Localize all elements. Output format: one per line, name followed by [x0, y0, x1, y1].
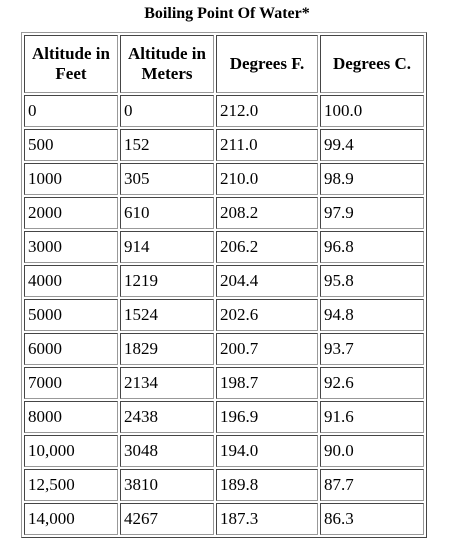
table-cell: 196.9	[216, 401, 318, 433]
table-row: 10,000 3048 194.0 90.0	[24, 435, 424, 467]
table-cell: 1219	[120, 265, 214, 297]
table-row: 1000 305 210.0 98.9	[24, 163, 424, 195]
table-cell: 212.0	[216, 95, 318, 127]
table-cell: 97.9	[320, 197, 424, 229]
table-cell: 210.0	[216, 163, 318, 195]
header-cell: Degrees F.	[216, 35, 318, 93]
table-cell: 198.7	[216, 367, 318, 399]
table-cell: 187.3	[216, 503, 318, 535]
table-body: 0 0 212.0 100.0 500 152 211.0 99.4 1000 305 210.0 9…	[24, 95, 424, 535]
table-cell: 10,000	[24, 435, 118, 467]
table-cell: 3048	[120, 435, 214, 467]
table-row: 0 0 212.0 100.0	[24, 95, 424, 127]
table-cell: 2438	[120, 401, 214, 433]
table-cell: 1829	[120, 333, 214, 365]
table-cell: 1000	[24, 163, 118, 195]
table: Altitude in Feet Altitude in Meters Degree…	[21, 32, 427, 538]
table-cell: 90.0	[320, 435, 424, 467]
table-row: 5000 1524 202.6 94.8	[24, 299, 424, 331]
table-cell: 194.0	[216, 435, 318, 467]
table-row: 500 152 211.0 99.4	[24, 129, 424, 161]
table-cell: 0	[120, 95, 214, 127]
table-cell: 2134	[120, 367, 214, 399]
header-cell: Altitude in Meters	[120, 35, 214, 93]
table-cell: 5000	[24, 299, 118, 331]
table-cell: 3000	[24, 231, 118, 263]
table-cell: 7000	[24, 367, 118, 399]
header-cell: Degrees C.	[320, 35, 424, 93]
table-cell: 92.6	[320, 367, 424, 399]
header-row: Altitude in Feet Altitude in Meters Degree…	[24, 35, 424, 93]
table-cell: 91.6	[320, 401, 424, 433]
table-cell: 206.2	[216, 231, 318, 263]
table-cell: 204.4	[216, 265, 318, 297]
table-cell: 0	[24, 95, 118, 127]
table-cell: 152	[120, 129, 214, 161]
table-cell: 500	[24, 129, 118, 161]
table-cell: 12,500	[24, 469, 118, 501]
table-cell: 200.7	[216, 333, 318, 365]
table-cell: 305	[120, 163, 214, 195]
table-row: 4000 1219 204.4 95.8	[24, 265, 424, 297]
table-row: 14,000 4267 187.3 86.3	[24, 503, 424, 535]
table-cell: 100.0	[320, 95, 424, 127]
table-cell: 610	[120, 197, 214, 229]
table-row: 6000 1829 200.7 93.7	[24, 333, 424, 365]
table-cell: 211.0	[216, 129, 318, 161]
table-cell: 87.7	[320, 469, 424, 501]
table-cell: 189.8	[216, 469, 318, 501]
table-cell: 4267	[120, 503, 214, 535]
table-cell: 8000	[24, 401, 118, 433]
header-cell: Altitude in Feet	[24, 35, 118, 93]
table-cell: 99.4	[320, 129, 424, 161]
table-cell: 94.8	[320, 299, 424, 331]
table-title: Boiling Point Of Water*	[144, 5, 310, 22]
table-cell: 14,000	[24, 503, 118, 535]
table-cell: 96.8	[320, 231, 424, 263]
table-cell: 6000	[24, 333, 118, 365]
table-cell: 98.9	[320, 163, 424, 195]
table-cell: 202.6	[216, 299, 318, 331]
table-row: 2000 610 208.2 97.9	[24, 197, 424, 229]
table-cell: 3810	[120, 469, 214, 501]
table-cell: 86.3	[320, 503, 424, 535]
table-row: 8000 2438 196.9 91.6	[24, 401, 424, 433]
table-cell: 4000	[24, 265, 118, 297]
table-row: 7000 2134 198.7 92.6	[24, 367, 424, 399]
table-cell: 1524	[120, 299, 214, 331]
table-cell: 95.8	[320, 265, 424, 297]
table-cell: 208.2	[216, 197, 318, 229]
table-cell: 2000	[24, 197, 118, 229]
table-cell: 914	[120, 231, 214, 263]
table-row: 3000 914 206.2 96.8	[24, 231, 424, 263]
table-cell: 93.7	[320, 333, 424, 365]
table-row: 12,500 3810 189.8 87.7	[24, 469, 424, 501]
